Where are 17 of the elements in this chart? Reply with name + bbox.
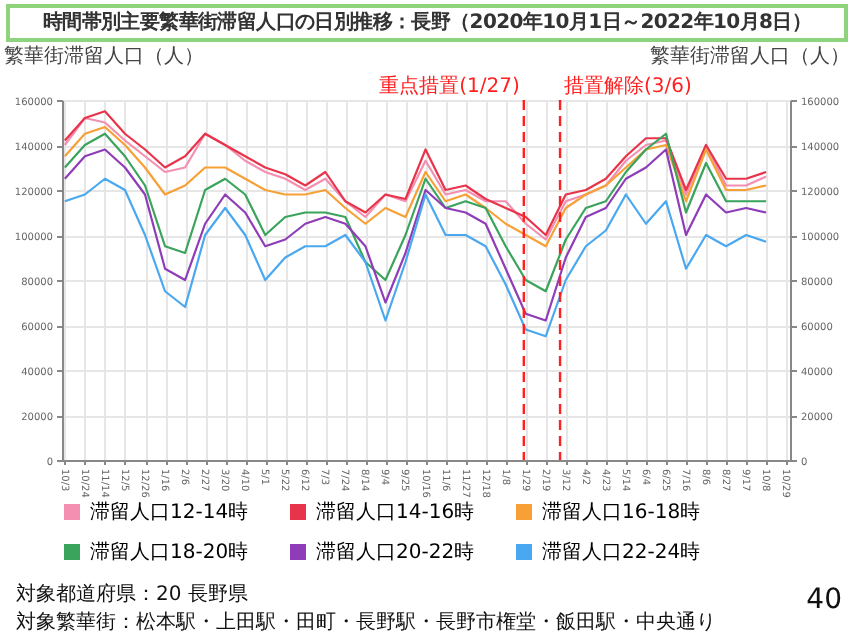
y-axis-title: 繁華街滞留人口（人）: [4, 43, 204, 70]
text: 対象繁華街：松本駅・上田駅・田町・長野駅・長野市権堂・飯田駅・中央通り: [16, 609, 716, 636]
ref-line-label: 措置解除(3/6): [564, 74, 693, 98]
chart-title: 時間帯別主要繁華街滞留人口の日別推移：長野（2020年10月1日～2022年10月8日）: [6, 4, 848, 42]
legend-label: 滞留人口12-14時: [90, 500, 249, 524]
y2-axis-title: 繁華街滞留人口（人）: [650, 43, 850, 70]
legend-label: 滞留人口14-16時: [316, 500, 475, 524]
line-series: [63, 132, 768, 293]
legend-label: 滞留人口22-24時: [542, 540, 701, 564]
line-series: [63, 148, 768, 322]
legend-label: 滞留人口18-20時: [90, 540, 249, 564]
legend-label: 滞留人口16-18時: [542, 500, 701, 524]
text: 40: [806, 584, 842, 616]
line-series: [63, 177, 768, 338]
legend-label: 滞留人口20-22時: [316, 540, 475, 564]
ref-line-label: 重点措置(1/27): [379, 74, 520, 98]
text: 対象都道府県：20 長野県: [16, 581, 248, 608]
